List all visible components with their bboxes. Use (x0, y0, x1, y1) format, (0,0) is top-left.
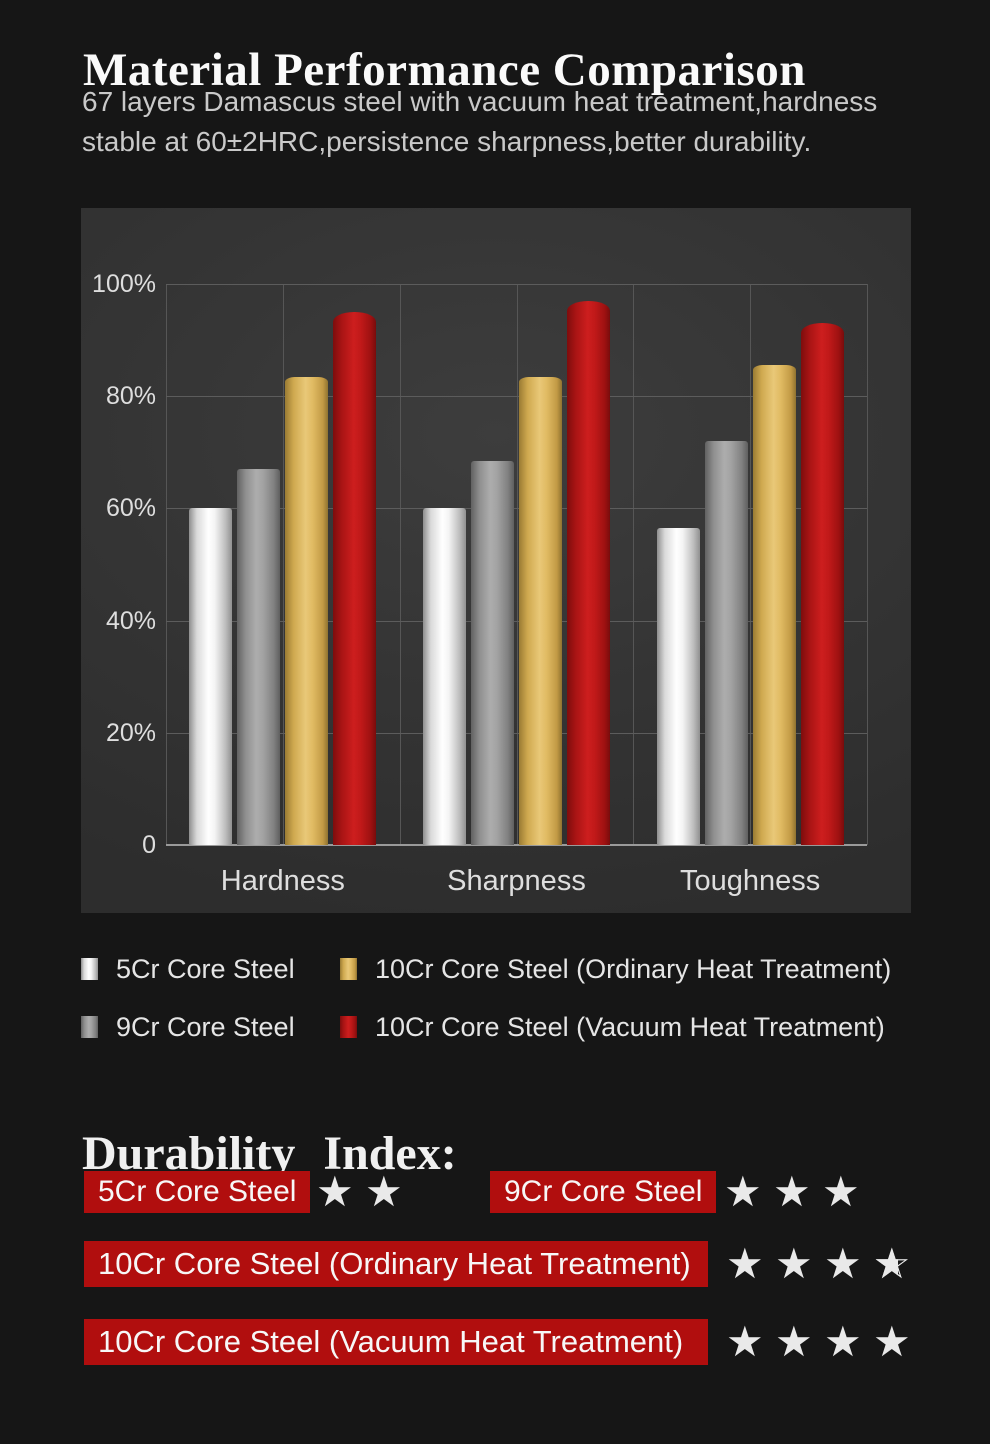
gridline (166, 620, 867, 622)
gridline (166, 284, 867, 285)
page-title: Material Performance Comparison (83, 44, 806, 97)
bar-toughness-9cr-core-steel (704, 441, 748, 845)
star-icon: ★ (724, 1168, 762, 1215)
gridline (166, 508, 867, 510)
gridline (633, 284, 635, 845)
legend-item-5cr-core-steel: 5Cr Core Steel (81, 947, 295, 991)
gridline (399, 284, 401, 845)
legend-swatch-icon (81, 1016, 98, 1038)
subtitle-line-2: stable at 60±2HRC,persistence sharpness,… (82, 126, 812, 157)
subtitle-line-1: 67 layers Damascus steel with vacuum hea… (82, 86, 878, 117)
legend-item-9cr-core-steel: 9Cr Core Steel (81, 1005, 295, 1049)
star-icon: ★ (822, 1168, 860, 1215)
durability-badge-10cr-vacuum: 10Cr Core Steel (Vacuum Heat Treatment) (84, 1319, 708, 1365)
star-icon: ★ (365, 1168, 403, 1215)
bar-sharpness-10cr-core-steel-ordinary-heat-treatment (519, 376, 562, 845)
bar-hardness-10cr-core-steel-vacuum-heat-treatment (333, 312, 377, 845)
star-icon: ★ (726, 1240, 764, 1287)
star-icon: ★ (316, 1168, 354, 1215)
half-star-icon: ☆ ★ (873, 1241, 922, 1287)
gridline (750, 284, 752, 845)
gridline (166, 732, 867, 734)
star-rating-10cr-vacuum: ★ ★ ★ ★ (726, 1319, 922, 1365)
legend-label: 9Cr Core Steel (116, 1011, 295, 1042)
gridline (516, 284, 518, 845)
legend-label: 5Cr Core Steel (116, 953, 295, 984)
chart-legend: 5Cr Core Steel 10Cr Core Steel (Ordinary … (81, 945, 941, 1057)
bar-toughness-10cr-core-steel-vacuum-heat-treatment (800, 323, 844, 845)
x-axis-label-hardness: Hardness (220, 865, 345, 897)
durability-heading: Durability Index: (82, 1126, 457, 1180)
gridline (166, 396, 867, 398)
star-icon: ★ (873, 1318, 911, 1365)
star-icon: ★ (824, 1240, 862, 1287)
bar-sharpness-9cr-core-steel (471, 460, 514, 845)
legend-swatch-icon (81, 958, 98, 980)
x-axis-line (166, 844, 867, 846)
legend-label: 10Cr Core Steel (Ordinary Heat Treatment… (375, 953, 892, 984)
bar-sharpness-5cr-core-steel (423, 508, 466, 845)
legend-item-10cr-core-steel-ordinary-heat-treatment: 10Cr Core Steel (Ordinary Heat Treatment… (340, 947, 891, 991)
star-half-fill: ★ (873, 1241, 898, 1287)
y-axis-tick-label: 20% (105, 718, 156, 747)
star-rating-10cr-ordinary: ★ ★ ★ ☆ ★ (726, 1241, 922, 1287)
page-subtitle: 67 layers Damascus steel with vacuum hea… (82, 82, 877, 162)
durability-badge-9cr: 9Cr Core Steel (490, 1171, 717, 1213)
legend-swatch-icon (340, 958, 357, 980)
gridline (166, 284, 167, 845)
legend-label: 10Cr Core Steel (Vacuum Heat Treatment) (375, 1011, 885, 1042)
bar-hardness-5cr-core-steel (189, 508, 233, 845)
bar-toughness-10cr-core-steel-ordinary-heat-treatment (752, 365, 796, 845)
star-icon: ★ (824, 1318, 862, 1365)
legend-item-10cr-core-steel-vacuum-heat-treatment: 10Cr Core Steel (Vacuum Heat Treatment) (340, 1005, 885, 1049)
x-axis-label-toughness: Toughness (680, 865, 821, 897)
performance-bar-chart: 0 20% 40% 60% 80% 100% Hardness Sharpness Toughn… (81, 208, 911, 913)
legend-swatch-icon (340, 1016, 357, 1038)
bar-hardness-9cr-core-steel (237, 469, 281, 845)
star-outline: ☆ (873, 1240, 911, 1287)
gridline (282, 284, 284, 845)
star-icon: ★ (775, 1240, 813, 1287)
durability-badge-5cr: 5Cr Core Steel (84, 1171, 311, 1213)
star-rating-5cr: ★ ★ (316, 1168, 414, 1215)
bar-toughness-5cr-core-steel (656, 528, 700, 845)
star-rating-9cr: ★ ★ ★ (724, 1168, 871, 1215)
durability-badge-10cr-ordinary: 10Cr Core Steel (Ordinary Heat Treatment… (84, 1241, 708, 1287)
gridline (867, 284, 868, 845)
y-axis-tick-label: 80% (105, 382, 156, 411)
star-icon: ★ (726, 1318, 764, 1365)
bar-sharpness-10cr-core-steel-vacuum-heat-treatment (567, 300, 610, 845)
star-icon: ★ (773, 1168, 811, 1215)
x-axis-label-sharpness: Sharpness (447, 865, 586, 897)
bar-hardness-10cr-core-steel-ordinary-heat-treatment (285, 376, 329, 845)
star-icon: ★ (775, 1318, 813, 1365)
y-axis-tick-label: 60% (105, 494, 156, 523)
y-axis-tick-label: 0 (142, 831, 156, 859)
y-axis-tick-label: 40% (105, 606, 156, 635)
y-axis-tick-label: 100% (92, 270, 156, 298)
